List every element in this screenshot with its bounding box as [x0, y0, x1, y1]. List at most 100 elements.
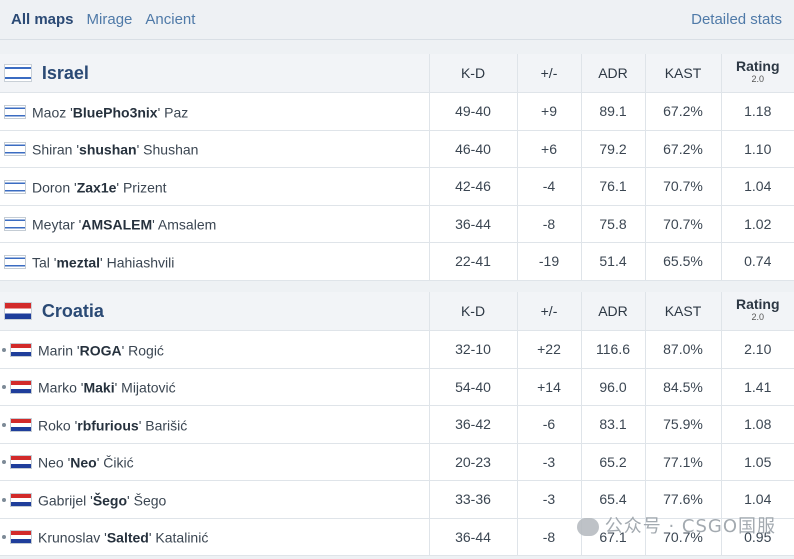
player-last-name: ' Katalinić: [148, 529, 209, 546]
player-last-name: ' Amsalem: [152, 216, 217, 233]
team-header: Israel: [0, 54, 430, 93]
player-nickname: ROGA: [79, 341, 122, 358]
plus-minus-value: +14: [517, 368, 582, 406]
adr-value: 75.8: [581, 205, 646, 243]
kast-value: 70.7%: [645, 205, 722, 243]
adr-value: 79.2: [581, 130, 646, 168]
player-last-name: ' Hahiashvili: [100, 253, 175, 270]
player-name[interactable]: Marin 'ROGA' Rogić: [38, 342, 164, 358]
kast-value: 65.5%: [645, 242, 722, 281]
tab-mirage[interactable]: Mirage: [86, 11, 133, 28]
plus-minus-value: -4: [517, 167, 582, 206]
adr-value: 116.6: [581, 330, 646, 369]
rating-version: 2.0: [751, 312, 764, 322]
kd-value: 54-40: [429, 368, 518, 406]
col-plus-minus: +/-: [517, 54, 582, 93]
wechat-icon: [576, 518, 599, 536]
detailed-stats-link[interactable]: Detailed stats: [691, 11, 782, 28]
col-adr: ADR: [581, 292, 646, 331]
player-first-name: Shiran ': [32, 141, 80, 158]
rating-value: 0.95: [721, 518, 794, 556]
croatia-flag-icon: [10, 380, 32, 395]
rating-value: 0.74: [721, 242, 794, 281]
adr-value: 96.0: [581, 368, 646, 406]
kd-value: 36-42: [429, 405, 518, 444]
kd-value: 46-40: [429, 130, 518, 168]
israel-flag-icon: [4, 104, 26, 119]
col-kast: KAST: [645, 54, 722, 93]
kd-value: 36-44: [429, 518, 518, 556]
player-name[interactable]: Shiran 'shushan' Shushan: [32, 141, 198, 157]
player-name[interactable]: Tal 'meztal' Hahiashvili: [32, 254, 174, 270]
player-last-name: ' Čikić: [96, 454, 134, 471]
kd-value: 33-36: [429, 480, 518, 519]
tab-all-maps[interactable]: All maps: [11, 11, 74, 28]
col-kd: K-D: [429, 292, 518, 331]
player-row: Shiran 'shushan' Shushan 46-40 +6 79.2 67.2%…: [0, 130, 794, 168]
map-tabs-bar: All maps Mirage Ancient Detailed stats: [0, 0, 794, 40]
player-cell: Gabrijel 'Šego' Šego: [0, 480, 430, 519]
player-first-name: Tal ': [32, 253, 57, 270]
adr-value: 76.1: [581, 167, 646, 206]
player-marker-icon: [2, 347, 6, 352]
player-first-name: Marin ': [38, 341, 80, 358]
map-tabs: All maps Mirage Ancient: [11, 11, 195, 28]
player-row: Marko 'Maki' Mijatović 54-40 +14 96.0 84.5% 1…: [0, 368, 794, 406]
adr-value: 65.4: [581, 480, 646, 519]
player-name[interactable]: Gabrijel 'Šego' Šego: [38, 492, 166, 508]
player-name[interactable]: Roko 'rbfurious' Barišić: [38, 417, 187, 433]
rating-value: 2.10: [721, 330, 794, 369]
player-cell: Marin 'ROGA' Rogić: [0, 330, 430, 369]
player-name[interactable]: Maoz 'BluePho3nix' Paz: [32, 104, 188, 120]
rating-value: 1.08: [721, 405, 794, 444]
plus-minus-value: +9: [517, 92, 582, 131]
kd-value: 32-10: [429, 330, 518, 369]
croatia-flag-icon: [10, 417, 32, 432]
player-first-name: Doron ': [32, 178, 77, 195]
team-stats-table-israel: Israel K-D +/- ADR KAST Rating 2.0 Maoz '…: [0, 54, 794, 281]
kast-value: 77.6%: [645, 480, 722, 519]
player-name[interactable]: Neo 'Neo' Čikić: [38, 454, 134, 470]
rating-version: 2.0: [751, 74, 764, 84]
rating-value: 1.18: [721, 92, 794, 131]
player-marker-icon: [2, 460, 6, 465]
player-nickname: Maki: [83, 379, 115, 396]
player-name[interactable]: Marko 'Maki' Mijatović: [38, 379, 176, 395]
player-nickname: rbfurious: [77, 416, 139, 433]
kast-value: 70.7%: [645, 518, 722, 556]
player-nickname: Zax1e: [76, 178, 117, 195]
team-stats-table-croatia: Croatia K-D +/- ADR KAST Rating 2.0 Marin…: [0, 292, 794, 556]
kast-value: 84.5%: [645, 368, 722, 406]
player-nickname: Neo: [70, 454, 97, 471]
tab-ancient[interactable]: Ancient: [145, 11, 196, 28]
team-name[interactable]: Croatia: [41, 300, 104, 321]
kd-value: 22-41: [429, 242, 518, 281]
croatia-flag-icon: [10, 455, 32, 470]
plus-minus-value: -3: [517, 443, 582, 481]
player-first-name: Krunoslav ': [38, 529, 107, 546]
player-marker-icon: [2, 535, 6, 540]
table-header: Croatia K-D +/- ADR KAST Rating 2.0: [0, 292, 794, 331]
player-nickname: AMSALEM: [81, 216, 153, 233]
israel-flag-icon: [4, 217, 26, 232]
team-name[interactable]: Israel: [41, 62, 89, 83]
player-name[interactable]: Meytar 'AMSALEM' Amsalem: [32, 216, 216, 232]
player-first-name: Gabrijel ': [38, 491, 93, 508]
player-row: Krunoslav 'Salted' Katalinić 36-44 -8 67.1 7…: [0, 518, 794, 556]
plus-minus-value: -8: [517, 205, 582, 243]
player-row: Neo 'Neo' Čikić 20-23 -3 65.2 77.1% 1.05: [0, 443, 794, 481]
adr-value: 51.4: [581, 242, 646, 281]
player-row: Maoz 'BluePho3nix' Paz 49-40 +9 89.1 67.2% 1.…: [0, 92, 794, 131]
kast-value: 67.2%: [645, 92, 722, 131]
col-rating: Rating 2.0: [721, 54, 794, 93]
rating-value: 1.02: [721, 205, 794, 243]
player-last-name: ' Šego: [127, 491, 167, 508]
watermark-text: 公众号 · CSGO国服: [604, 516, 776, 537]
croatia-flag-icon: [10, 530, 32, 545]
player-cell: Marko 'Maki' Mijatović: [0, 368, 430, 406]
israel-flag-icon: [4, 64, 32, 82]
player-name[interactable]: Doron 'Zax1e' Prizent: [32, 179, 167, 195]
player-last-name: ' Shushan: [136, 141, 199, 158]
player-name[interactable]: Krunoslav 'Salted' Katalinić: [38, 529, 208, 545]
kd-value: 36-44: [429, 205, 518, 243]
